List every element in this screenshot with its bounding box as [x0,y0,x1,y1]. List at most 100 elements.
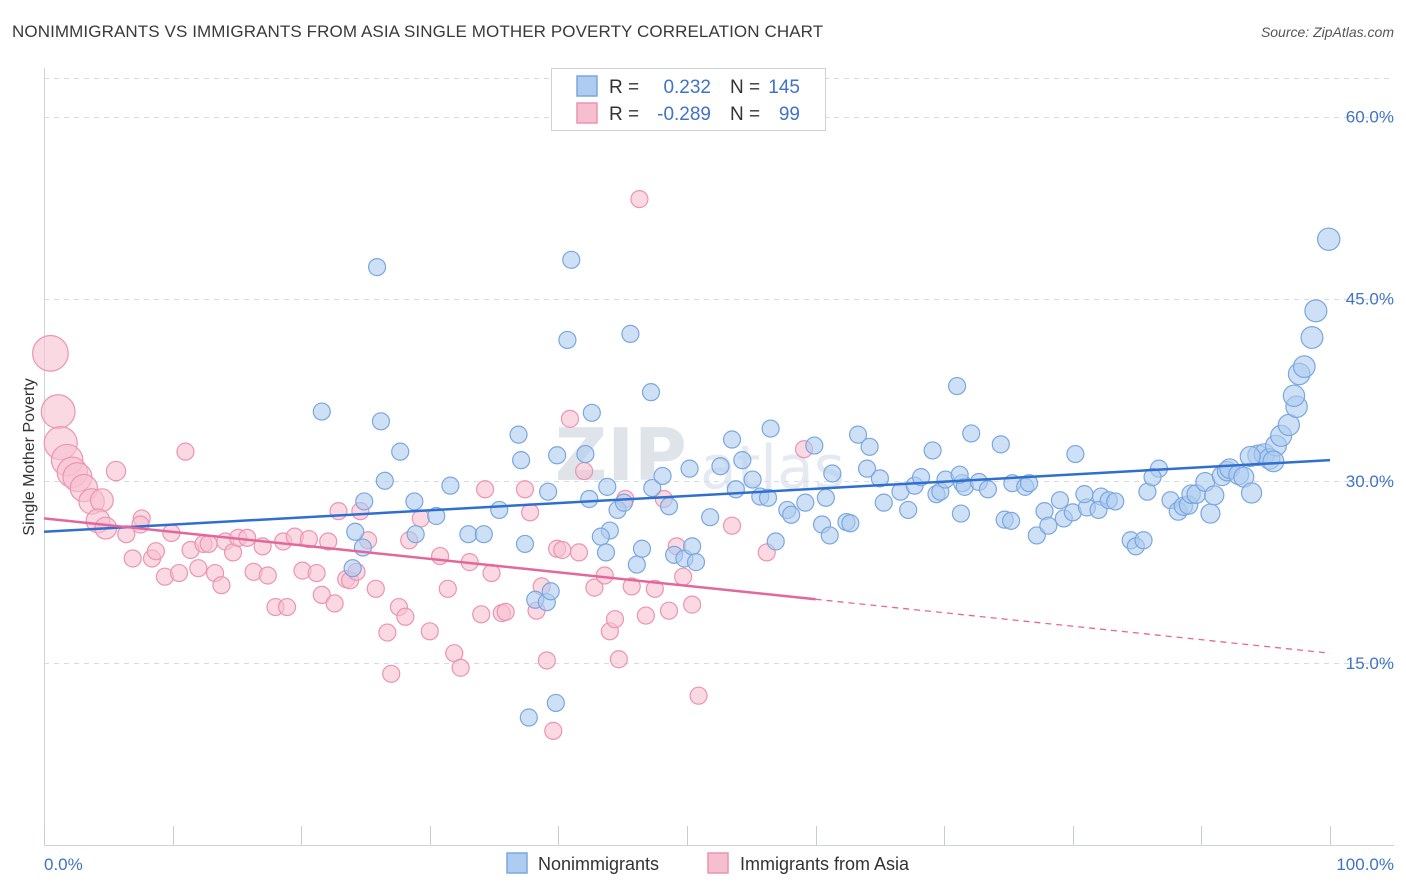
stats-blue-n-label: N = [730,77,760,98]
legend-immigrants-label: Immigrants from Asia [740,854,910,874]
immigrants-point [299,529,319,549]
nonimmigrants-point [782,505,801,524]
immigrants-point [366,579,385,598]
nonimmigrants-point [632,539,652,558]
nonimmigrants-point [870,469,890,488]
nonimmigrants-point [1262,450,1285,473]
immigrants-point [32,334,69,372]
nonimmigrants-point [539,482,558,501]
legend-nonimmigrants-swatch [506,852,528,874]
stats-pink-r-value: -0.289 [657,104,711,125]
nonimmigrants-point [686,553,706,572]
nonimmigrants-point [722,430,742,449]
nonimmigrants-point [490,500,509,520]
nonimmigrants-point [911,468,931,487]
nonimmigrants-point [1066,444,1085,464]
immigrants-point [430,546,450,566]
y-tick-label: 30.0% [1346,472,1394,491]
immigrants-point [537,651,556,670]
nonimmigrants-point [1019,474,1039,493]
nonimmigrants-point [816,488,835,507]
nonimmigrants-point [1304,299,1328,323]
nonimmigrants-point [509,425,528,444]
nonimmigrants-point [1050,491,1070,510]
immigrants-point [569,543,589,562]
immigrants-point [636,606,655,625]
immigrants-point [560,409,580,428]
nonimmigrants-point [576,444,595,464]
immigrants-point [131,515,150,534]
nonimmigrants-point [371,412,391,431]
nonimmigrants-point [519,708,538,727]
y-axis-title: Single Mother Poverty [21,378,38,535]
nonimmigrants-point [312,402,331,421]
nonimmigrants-point [1316,227,1341,251]
immigrants-point [585,578,604,597]
nonimmigrants-point [346,522,365,541]
nonimmigrants-point [743,470,762,489]
stats-blue-r-label: R = [609,77,639,98]
nonimmigrants-point [805,436,824,455]
nonimmigrants-point [950,465,969,484]
immigrants-point [605,610,625,629]
immigrants-point [105,460,127,482]
nonimmigrants-point [857,459,877,478]
nonimmigrants-point [591,527,610,546]
nonimmigrants-point [1200,503,1221,524]
chart-title: NONIMMIGRANTS VS IMMIGRANTS FROM ASIA SI… [12,22,824,41]
stats-blue-n-value: 145 [768,77,800,98]
nonimmigrants-point [711,457,730,476]
nonimmigrants-point [459,525,478,544]
nonimmigrants-point [820,526,839,545]
immigrants-point [319,532,338,551]
nonimmigrants-point [367,258,387,277]
immigrants-point [40,394,76,430]
nonimmigrants-point [978,480,998,499]
nonimmigrants-point [991,435,1010,454]
nonimmigrants-point [659,497,679,516]
nonimmigrants-point [641,383,661,402]
nonimmigrants-point [823,464,842,483]
trend-lines [43,458,1331,654]
nonimmigrants-point [406,525,425,544]
nonimmigrants-point [343,559,362,578]
nonimmigrants-point [541,582,560,601]
y-tick-label: 45.0% [1346,290,1394,309]
nonimmigrants-point [512,451,531,470]
nonimmigrants-point [598,477,617,496]
nonimmigrants-point [653,466,672,486]
nonimmigrants-point [758,488,778,507]
immigrants-point [277,597,297,617]
immigrants-point [515,480,535,499]
immigrants-point [689,686,708,705]
nonimmigrants-point [1039,516,1058,535]
nonimmigrants-point [899,500,918,520]
immigrants-trend-line-extension [815,598,1331,654]
nonimmigrants-point [1300,326,1324,350]
immigrants-trend-line [43,517,816,601]
nonimmigrants-point [796,493,815,512]
nonimmigrants-point [1292,355,1316,379]
nonimmigrants-point [582,403,601,422]
immigrants-point [544,721,563,740]
immigrants-point [176,442,195,461]
immigrants-point [378,623,397,642]
immigrants-point [683,595,702,614]
nonimmigrants-point [596,543,616,562]
immigrants-point [123,549,142,568]
nonimmigrants-point [951,504,971,523]
immigrants-point [438,579,457,598]
nonimmigrants-point [1282,384,1306,408]
nonimmigrants-point [474,525,493,544]
x-min-label: 0.0% [44,855,83,874]
nonimmigrants-point [546,693,565,713]
immigrants-point [212,576,231,595]
stats-blue-r-value: 0.232 [663,77,711,98]
nonimmigrants-point [874,493,893,512]
legend: Nonimmigrants Immigrants from Asia [506,852,910,874]
immigrants-point [630,190,649,209]
nonimmigrants-point [548,446,567,465]
nonimmigrants-point [391,442,410,461]
immigrants-point [329,502,348,521]
stats-blue-swatch [576,75,598,97]
